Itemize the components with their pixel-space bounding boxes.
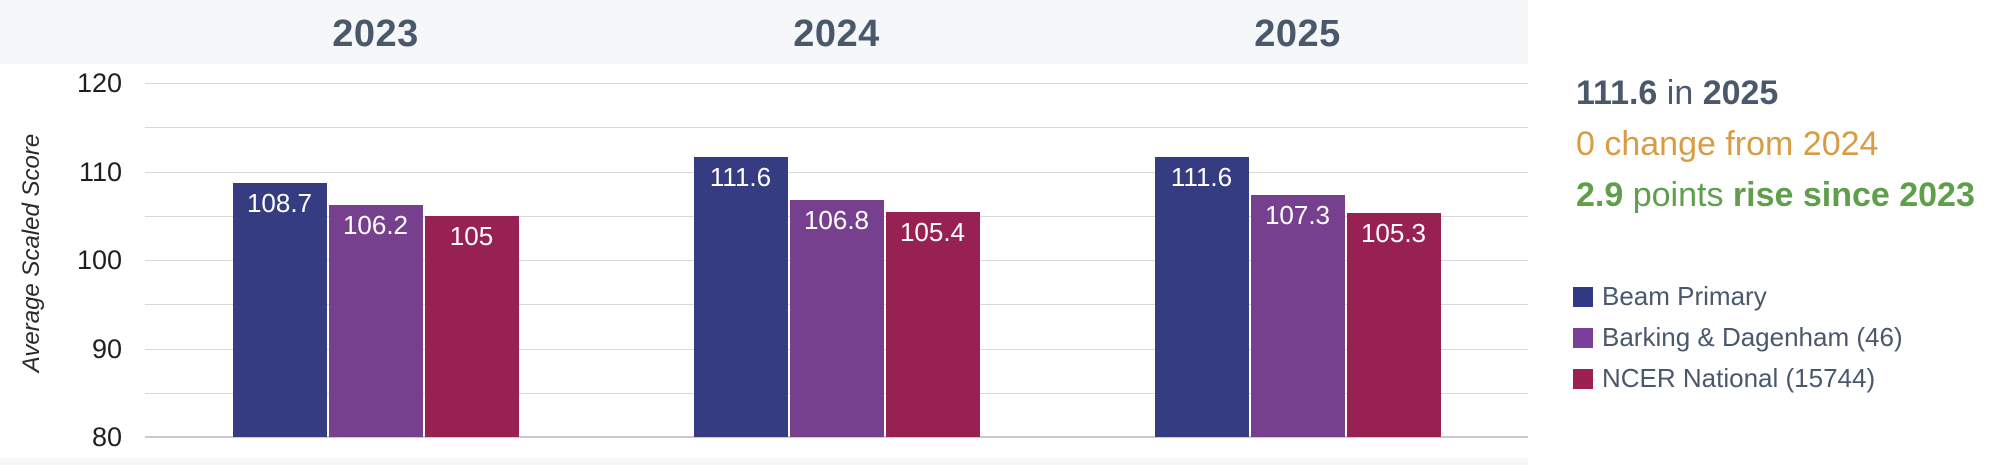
bar-chart: 2023 2024 2025 80 90 100 110 120 108.7 106.2 105 1… [18, 13, 1528, 452]
gridline [145, 83, 1528, 84]
gridline [145, 127, 1528, 129]
summary-latest-value: 111.6 in 2025 [1576, 68, 1975, 119]
summary-rise-value: 2.9 [1576, 176, 1624, 214]
legend-label: Beam Primary [1602, 281, 1767, 311]
summary-panel: 111.6 in 2025 0 change from 2024 2.9 poi… [1528, 0, 2000, 465]
legend-swatch-icon [1573, 286, 1593, 307]
bar-2025-series-1: 107.3 [1250, 195, 1345, 437]
bar-2023-series-2: 105 [424, 215, 519, 437]
bar-value-label: 106.8 [803, 204, 870, 235]
legend-swatch-icon [1573, 327, 1593, 348]
gridline [145, 171, 1528, 173]
bar-value-label: 105 [449, 220, 494, 251]
bar-2023-series-0: 108.7 [232, 183, 327, 437]
bar-2025-series-2: 105.3 [1346, 213, 1441, 437]
summary-mid: in [1657, 74, 1703, 112]
bar-value-label: 111.6 [709, 162, 772, 193]
x-baseline [145, 436, 1528, 438]
summary-change-text: 0 change from 2024 [1576, 125, 1879, 163]
legend-swatch-icon [1573, 368, 1593, 389]
chart-legend: Beam Primary Barking & Dagenham (46) NCER … [1573, 281, 1903, 393]
legend-item: Barking & Dagenham (46) [1573, 322, 1903, 352]
bar-value-label: 111.6 [1170, 162, 1233, 193]
bar-2025-series-0: 111.6 [1154, 157, 1249, 437]
y-tick-label: 90 [91, 333, 122, 364]
group-title-2025: 2025 [1254, 13, 1341, 55]
legend-item: Beam Primary [1573, 281, 1903, 311]
bar-2024-series-1: 106.8 [789, 199, 884, 437]
group-title-2024: 2024 [793, 13, 880, 55]
bar-value-label: 106.2 [342, 210, 409, 241]
legend-item: NCER National (15744) [1573, 363, 1903, 393]
summary-year: 2025 [1702, 74, 1779, 112]
y-tick-label: 100 [76, 245, 122, 275]
summary-rise-mid: points [1623, 176, 1733, 214]
summary-rise-rest: rise since 2023 [1732, 176, 1975, 214]
summary-block: 111.6 in 2025 0 change from 2024 2.9 poi… [1576, 68, 1975, 221]
summary-value: 111.6 [1576, 74, 1658, 112]
bar-value-label: 107.3 [1264, 200, 1331, 231]
bar-2024-series-2: 105.4 [885, 212, 980, 437]
bar-value-label: 105.3 [1360, 218, 1427, 249]
bar-value-label: 108.7 [246, 188, 313, 218]
legend-label: Barking & Dagenham (46) [1602, 322, 1903, 352]
y-tick-label: 110 [78, 156, 122, 187]
bar-2024-series-0: 111.6 [693, 157, 788, 437]
y-tick-label: 80 [91, 422, 122, 452]
summary-change-from-prev: 0 change from 2024 [1576, 119, 1975, 170]
y-tick-label: 120 [76, 68, 122, 98]
summary-rise-since-first: 2.9 points rise since 2023 [1576, 170, 1975, 221]
group-title-2023: 2023 [332, 13, 419, 55]
y-axis-title: Average Scaled Score [18, 133, 45, 373]
bar-2023-series-1: 106.2 [328, 205, 423, 437]
legend-label: NCER National (15744) [1602, 363, 1876, 393]
bar-value-label: 105.4 [899, 217, 966, 248]
